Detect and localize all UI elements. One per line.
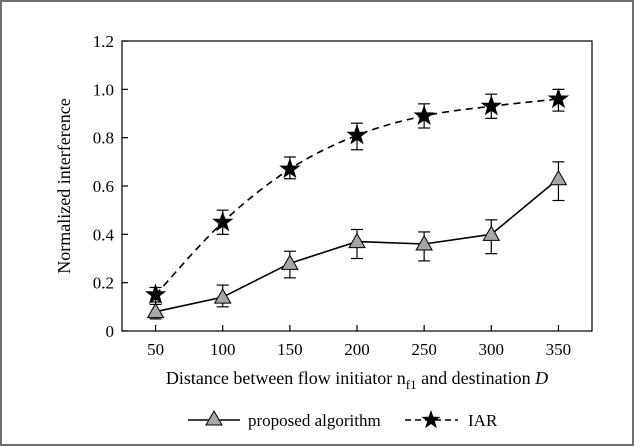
y-tick-label: 1.0 bbox=[93, 80, 114, 99]
x-axis-label-suffix: and destination bbox=[417, 368, 535, 388]
legend-triangle-icon bbox=[205, 409, 223, 426]
x-axis-label: Distance between flow initiator nf1 and … bbox=[166, 368, 548, 392]
data-point-triangle bbox=[348, 232, 366, 249]
data-point-star bbox=[346, 124, 368, 145]
data-point-triangle bbox=[146, 302, 165, 319]
x-axis-label-prefix: Distance between flow initiator n bbox=[166, 368, 406, 388]
data-point-triangle bbox=[280, 254, 299, 270]
y-tick-label: 0.2 bbox=[93, 274, 114, 293]
data-point-triangle bbox=[415, 234, 434, 251]
legend-item-iar: IAR bbox=[405, 410, 498, 430]
series-iar bbox=[144, 87, 570, 306]
data-point-star bbox=[547, 87, 570, 109]
y-axis-label: Normalized interference bbox=[54, 98, 74, 273]
data-point-star bbox=[413, 104, 435, 125]
legend-item-proposed: proposed algorithm bbox=[188, 409, 381, 430]
y-tick-label: 0.6 bbox=[93, 177, 114, 196]
data-point-star bbox=[212, 211, 234, 232]
series-layer bbox=[144, 87, 570, 320]
x-tick-label: 250 bbox=[411, 340, 437, 359]
legend-label-iar: IAR bbox=[468, 411, 498, 430]
x-axis-label-italic: D bbox=[534, 368, 548, 388]
series-proposed bbox=[146, 161, 568, 320]
legend: proposed algorithm IAR bbox=[188, 409, 498, 430]
x-axis-label-subscript: f1 bbox=[406, 377, 417, 392]
plot-area bbox=[121, 40, 593, 332]
x-tick-label: 50 bbox=[147, 340, 164, 359]
data-point-star bbox=[144, 283, 167, 304]
legend-label-proposed: proposed algorithm bbox=[248, 411, 381, 430]
x-tick-label: 300 bbox=[479, 340, 505, 359]
data-point-triangle bbox=[549, 169, 568, 186]
data-point-triangle bbox=[213, 288, 232, 304]
legend-star-icon bbox=[421, 410, 441, 429]
y-tick-label: 0.4 bbox=[93, 225, 115, 244]
y-tick-label: 0 bbox=[106, 322, 115, 341]
y-tick-label: 1.2 bbox=[93, 32, 114, 51]
x-tick-label: 100 bbox=[210, 340, 236, 359]
data-point-triangle bbox=[482, 225, 501, 241]
x-tick-label: 350 bbox=[546, 340, 572, 359]
data-point-star bbox=[480, 95, 502, 116]
x-axis: 50 100 150 200 250 300 350 bbox=[147, 325, 571, 359]
y-tick-label: 0.8 bbox=[93, 129, 114, 148]
y-axis: 0 0.2 0.4 0.6 0.8 1.0 1.2 bbox=[93, 32, 128, 341]
x-tick-label: 150 bbox=[277, 340, 303, 359]
x-tick-label: 200 bbox=[344, 340, 370, 359]
data-point-star bbox=[279, 157, 301, 179]
